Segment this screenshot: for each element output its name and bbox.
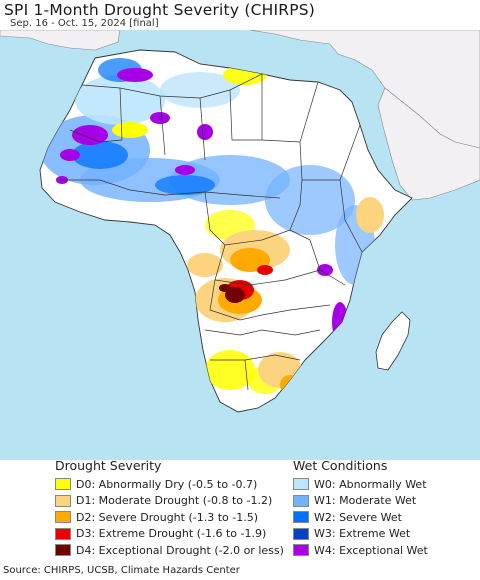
wet-legend-title: Wet Conditions xyxy=(293,458,388,473)
swatch-d1 xyxy=(55,494,71,507)
swatch-d2 xyxy=(55,511,71,524)
legend-item-d1: D1: Moderate Drought (-0.8 to -1.2) xyxy=(55,493,284,510)
legend-item-w3: W3: Extreme Wet xyxy=(293,526,428,543)
drought-legend: Drought Severity D0: Abnormally Dry (-0.… xyxy=(55,458,284,559)
country-borders xyxy=(60,73,363,391)
legend-item-d2: D2: Severe Drought (-1.3 to -1.5) xyxy=(55,509,284,526)
drought-overlay xyxy=(40,58,401,395)
legend-label-w2: W2: Severe Wet xyxy=(314,510,402,524)
map-title: SPI 1-Month Drought Severity (CHIRPS) xyxy=(4,1,316,19)
swatch-w2 xyxy=(293,511,309,524)
swatch-w0 xyxy=(293,478,309,491)
legend-item-w1: W1: Moderate Wet xyxy=(293,493,428,510)
map-subtitle: Sep. 16 - Oct. 15, 2024 [final] xyxy=(10,18,159,29)
legend-label-w1: W1: Moderate Wet xyxy=(314,494,417,508)
madagascar xyxy=(375,311,411,371)
legend-label-d1: D1: Moderate Drought (-0.8 to -1.2) xyxy=(76,494,273,508)
legend-label-w3: W3: Extreme Wet xyxy=(314,527,411,541)
swatch-d3 xyxy=(55,527,71,540)
swatch-d4 xyxy=(55,544,71,557)
arabian-peninsula xyxy=(377,87,480,201)
iberia xyxy=(0,30,121,51)
africa-map-svg xyxy=(0,30,480,413)
swatch-w4 xyxy=(293,544,309,557)
legend-item-w4: W4: Exceptional Wet xyxy=(293,542,428,559)
drought-map xyxy=(0,30,480,460)
source-credit: Source: CHIRPS, UCSB, Climate Hazards Ce… xyxy=(3,565,240,576)
legend-label-w4: W4: Exceptional Wet xyxy=(314,543,428,557)
legend-label-d2: D2: Severe Drought (-1.3 to -1.5) xyxy=(76,510,259,524)
legend-label-w0: W0: Abnormally Wet xyxy=(314,477,427,491)
legend-label-d0: D0: Abnormally Dry (-0.5 to -0.7) xyxy=(76,477,258,491)
legend-label-d3: D3: Extreme Drought (-1.6 to -1.9) xyxy=(76,527,267,541)
legend-item-w0: W0: Abnormally Wet xyxy=(293,476,428,493)
swatch-w3 xyxy=(293,527,309,540)
wet-legend: Wet Conditions W0: Abnormally Wet W1: Mo… xyxy=(293,458,428,559)
legend-item-w2: W2: Severe Wet xyxy=(293,509,428,526)
legend-item-d0: D0: Abnormally Dry (-0.5 to -0.7) xyxy=(55,476,284,493)
legend-item-d3: D3: Extreme Drought (-1.6 to -1.9) xyxy=(55,526,284,543)
legend-item-d4: D4: Exceptional Drought (-2.0 or less) xyxy=(55,542,284,559)
swatch-d0 xyxy=(55,478,71,491)
legend-label-d4: D4: Exceptional Drought (-2.0 or less) xyxy=(76,543,284,557)
swatch-w1 xyxy=(293,494,309,507)
drought-legend-title: Drought Severity xyxy=(55,458,162,473)
